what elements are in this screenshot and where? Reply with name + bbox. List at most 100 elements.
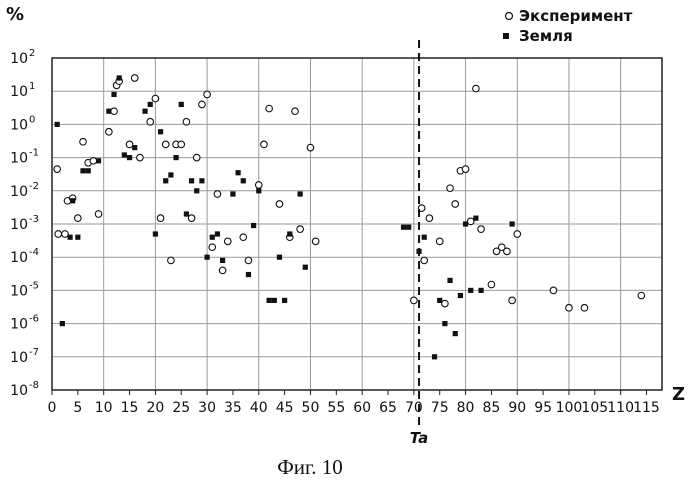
point-earth (184, 211, 189, 216)
point-earth (468, 288, 473, 293)
point-earth (442, 321, 447, 326)
x-tick-label: 95 (534, 400, 552, 416)
point-experiment (447, 185, 454, 192)
point-earth (230, 191, 235, 196)
data-points (54, 75, 645, 360)
x-tick-label: 20 (146, 400, 164, 416)
point-experiment (147, 118, 154, 125)
point-earth (153, 231, 158, 236)
y-tick-label: 10 (10, 51, 28, 67)
point-earth (148, 102, 153, 107)
y-tick-exponent: -5 (29, 280, 39, 291)
point-experiment (426, 215, 433, 222)
y-tick-label: 10 (10, 383, 28, 399)
point-earth (55, 122, 60, 127)
y-tick-exponent: 2 (29, 48, 35, 59)
point-earth (210, 235, 215, 240)
point-earth (241, 178, 246, 183)
point-earth (453, 331, 458, 336)
point-experiment (292, 108, 299, 115)
y-tick-label: 10 (10, 350, 28, 366)
point-earth (194, 188, 199, 193)
x-tick-label: 0 (48, 400, 57, 416)
x-tick-label: 45 (276, 400, 294, 416)
point-experiment (504, 248, 511, 255)
point-earth (463, 221, 468, 226)
y-tick-label: 10 (10, 84, 28, 100)
x-tick-label: 50 (302, 400, 320, 416)
y-tick-exponent: 1 (29, 81, 35, 92)
point-experiment (162, 141, 169, 148)
point-experiment (452, 201, 459, 208)
point-earth (437, 298, 442, 303)
point-earth (168, 172, 173, 177)
point-experiment (152, 95, 159, 102)
y-tick-label: 10 (10, 151, 28, 167)
y-tick-exponent: -7 (29, 347, 39, 358)
point-earth (473, 216, 478, 221)
figure-caption: Фиг. 10 (277, 455, 343, 479)
point-experiment (80, 138, 87, 145)
point-experiment (209, 244, 216, 251)
point-experiment (193, 154, 200, 161)
y-tick-label: 10 (10, 317, 28, 333)
x-tick-label: 55 (327, 400, 345, 416)
point-earth (220, 258, 225, 263)
point-earth (282, 298, 287, 303)
x-tick-label: 65 (379, 400, 397, 416)
point-experiment (90, 158, 97, 165)
point-experiment (307, 144, 314, 151)
x-tick-label: 35 (224, 400, 242, 416)
point-earth (142, 109, 147, 114)
point-experiment (421, 257, 428, 264)
point-experiment (131, 75, 138, 82)
point-earth (277, 255, 282, 260)
point-earth (163, 178, 168, 183)
point-experiment (199, 101, 206, 108)
point-experiment (473, 85, 480, 92)
point-earth (447, 278, 452, 283)
y-tick-exponent: -4 (29, 247, 39, 258)
point-experiment (75, 215, 82, 222)
point-earth (189, 178, 194, 183)
legend-marker-experiment (506, 13, 513, 20)
point-experiment (442, 300, 449, 307)
point-earth (111, 92, 116, 97)
x-tick-label: 15 (121, 400, 139, 416)
legend-label-earth: Земля (519, 27, 573, 45)
y-tick-label: 10 (10, 117, 28, 133)
x-tick-label: 85 (482, 400, 500, 416)
point-earth (406, 225, 411, 230)
x-tick-label: 10 (95, 400, 113, 416)
point-earth (204, 255, 209, 260)
point-experiment (462, 166, 469, 173)
x-tick-label: 110 (607, 400, 634, 416)
point-experiment (255, 182, 262, 189)
axis-ticks: 10-810-710-610-510-410-310-210-110010110… (10, 48, 660, 416)
point-experiment (188, 215, 195, 222)
point-earth (251, 223, 256, 228)
x-tick-label: 5 (73, 400, 82, 416)
point-earth (458, 293, 463, 298)
point-earth (158, 129, 163, 134)
point-experiment (178, 141, 185, 148)
point-experiment (111, 108, 118, 115)
point-experiment (245, 257, 252, 264)
point-earth (509, 221, 514, 226)
y-tick-label: 10 (10, 184, 28, 200)
point-earth (298, 191, 303, 196)
point-earth (267, 298, 272, 303)
x-tick-label: 100 (556, 400, 583, 416)
point-earth (60, 321, 65, 326)
point-earth (127, 155, 132, 160)
point-earth (179, 102, 184, 107)
point-experiment (436, 238, 443, 245)
point-earth (86, 168, 91, 173)
point-earth (67, 235, 72, 240)
point-experiment (204, 91, 211, 98)
point-experiment (157, 215, 164, 222)
legend-label-experiment: Эксперимент (519, 7, 633, 25)
y-axis-title: % (6, 4, 24, 25)
y-tick-exponent: -2 (29, 181, 39, 192)
